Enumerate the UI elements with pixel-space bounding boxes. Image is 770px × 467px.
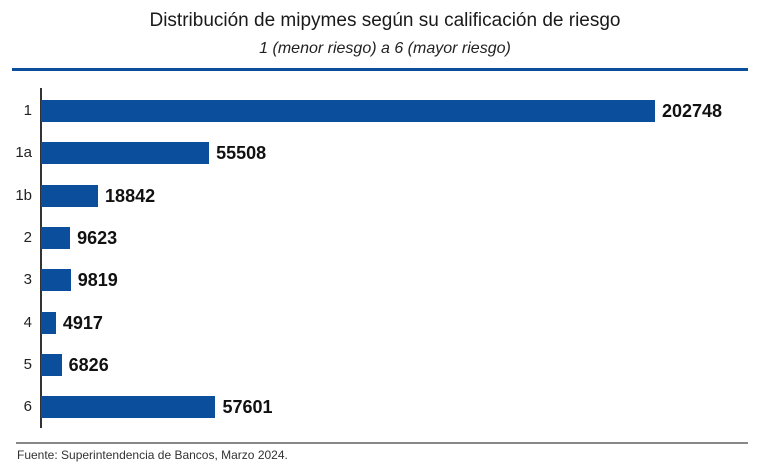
data-label: 18842 bbox=[105, 185, 156, 206]
title-divider bbox=[12, 68, 748, 71]
data-label: 55508 bbox=[216, 143, 267, 164]
data-label: 4917 bbox=[62, 312, 103, 333]
chart-title: Distribución de mipymes según su calific… bbox=[149, 10, 621, 31]
category-label: 1b bbox=[15, 186, 32, 204]
y-axis-line bbox=[40, 88, 42, 428]
bar bbox=[41, 226, 71, 249]
data-label: 9819 bbox=[77, 270, 118, 291]
data-label: 9623 bbox=[77, 227, 118, 248]
category-label: 4 bbox=[23, 313, 32, 331]
category-label: 1 bbox=[23, 102, 32, 119]
data-label: 202748 bbox=[662, 101, 723, 121]
data-label: 6826 bbox=[68, 354, 109, 375]
bar bbox=[41, 311, 56, 334]
chart-subtitle: 1 (menor riesgo) a 6 (mayor riesgo) bbox=[259, 40, 511, 57]
category-label: 3 bbox=[23, 271, 32, 289]
bar bbox=[41, 396, 216, 419]
bar bbox=[41, 142, 210, 165]
footer-divider bbox=[16, 442, 748, 444]
bar bbox=[41, 184, 99, 207]
category-label: 2 bbox=[23, 228, 32, 246]
bar bbox=[41, 353, 62, 376]
data-label: 57601 bbox=[222, 397, 273, 418]
category-label: 1a bbox=[15, 144, 32, 162]
category-label: 6 bbox=[23, 398, 32, 416]
bar bbox=[41, 100, 655, 122]
source-note: Fuente: Superintendencia de Bancos, Marz… bbox=[17, 448, 288, 462]
bar bbox=[41, 269, 71, 292]
category-label: 5 bbox=[23, 355, 32, 373]
